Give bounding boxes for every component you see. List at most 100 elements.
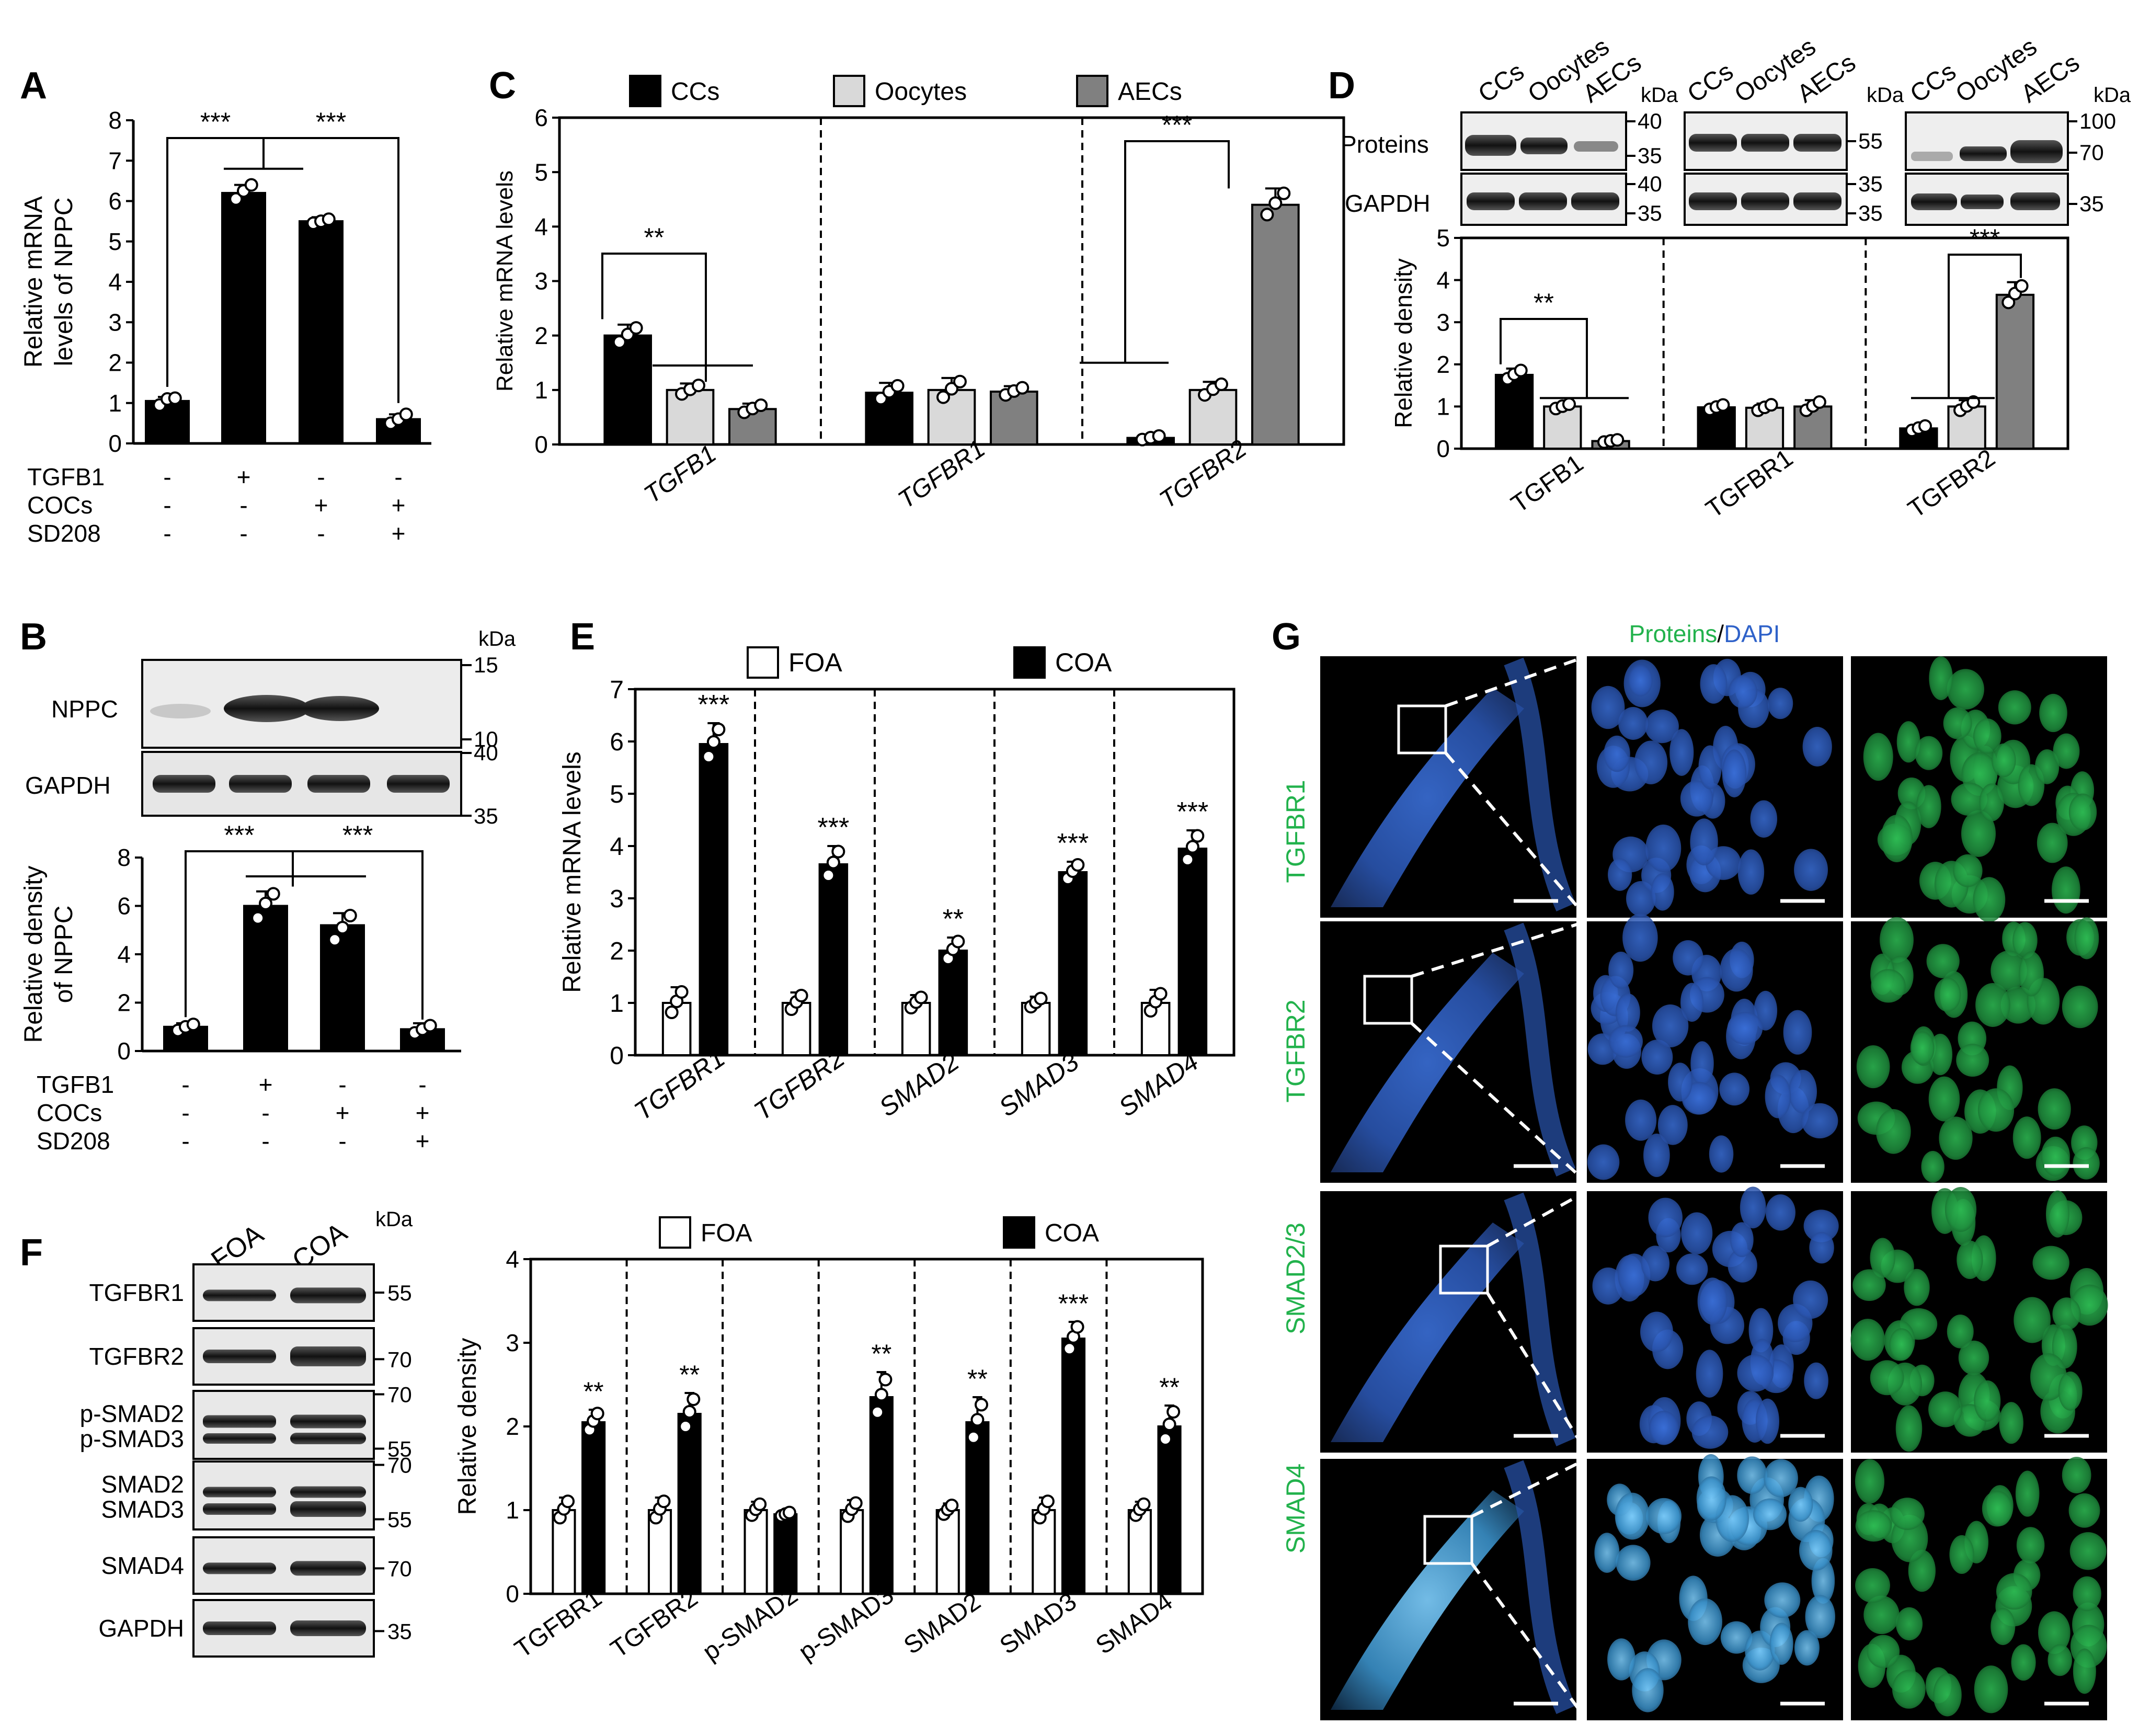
band [203, 1350, 276, 1363]
data-point [794, 989, 808, 1002]
cell [2073, 1648, 2096, 1694]
data-point [423, 1019, 437, 1033]
group-label: TGFBR2 [1903, 444, 2000, 523]
data-point [1514, 363, 1528, 378]
marker: 40 [474, 740, 498, 765]
condition-sign: - [239, 492, 247, 519]
significance-label: *** [698, 690, 730, 720]
cell [1769, 1623, 1793, 1665]
group-label: TGFBR2 [606, 1584, 703, 1663]
bar [603, 334, 653, 446]
cell [2058, 1371, 2083, 1411]
cell [2000, 986, 2035, 1024]
cell [1904, 1269, 1930, 1306]
cell [1933, 1673, 1962, 1717]
bar [145, 399, 190, 445]
condition-sign: - [338, 1071, 346, 1098]
data-point [399, 407, 413, 421]
legend-swatch [747, 646, 779, 679]
cell [1648, 1197, 1683, 1238]
cell [1870, 1238, 1895, 1278]
y-tick-label: 8 [117, 844, 131, 871]
cell [1646, 1498, 1682, 1534]
data-point [1966, 395, 1981, 409]
y-tick-label: 3 [506, 1329, 519, 1356]
group-label: TGFBR1 [510, 1584, 607, 1663]
row-label: SMAD2/3 [1281, 1223, 1310, 1334]
cell [2034, 749, 2060, 784]
y-axis-label: Relative mRNA levels of NPPC [20, 196, 78, 368]
cell [1696, 1476, 1726, 1521]
band [2010, 192, 2060, 210]
marker: 40 [1638, 172, 1662, 196]
title-proteins: Proteins [1629, 620, 1718, 647]
condition-sign: + [416, 1127, 430, 1155]
y-axis-label: Relative density [454, 1338, 482, 1515]
data-point [702, 750, 716, 763]
band [1519, 192, 1567, 210]
data-point [1040, 1494, 1055, 1509]
data-point [826, 855, 840, 870]
group-label: SMAD2 [899, 1587, 986, 1660]
data-point [1191, 829, 1205, 843]
y-tick-label: 2 [108, 349, 122, 376]
condition-sign: + [336, 1099, 350, 1126]
condition-name: TGFB1 [27, 463, 105, 490]
inset-box [1397, 704, 1447, 755]
cell [1608, 952, 1634, 989]
y-tick-label: 5 [610, 781, 624, 808]
cell [1928, 1033, 1953, 1076]
data-point [1610, 433, 1625, 447]
band [301, 696, 379, 721]
y-tick-label: 1 [610, 990, 624, 1018]
band [229, 775, 292, 793]
y-tick-label: 3 [610, 885, 624, 913]
data-point [890, 379, 905, 393]
panel-letter-f: F [20, 1232, 43, 1274]
cell [1592, 1267, 1624, 1305]
inset-line [1445, 655, 1587, 707]
legend-label: FOA [701, 1219, 752, 1247]
y-tick-label: 5 [108, 228, 122, 255]
cell [1850, 1318, 1885, 1361]
data-point [1260, 208, 1274, 222]
data-point [1562, 397, 1576, 411]
band [290, 1501, 366, 1517]
data-point [1158, 1432, 1172, 1446]
band [1793, 134, 1841, 152]
blot-row-label: p-SMAD3 [80, 1425, 184, 1453]
blot-unit: kDa [375, 1208, 413, 1231]
condition-sign: - [261, 1127, 269, 1155]
y-tick-label: 2 [610, 938, 624, 965]
band [290, 1486, 366, 1498]
inset-box [1363, 975, 1413, 1025]
bar [865, 392, 914, 446]
data-point [878, 1373, 893, 1387]
cell [1855, 1510, 1892, 1542]
cell [1881, 815, 1913, 862]
legend-swatch [1076, 75, 1108, 107]
data-point [336, 921, 349, 935]
tissue [1331, 1490, 1524, 1710]
data-point [945, 1499, 959, 1513]
cell [2073, 1147, 2100, 1180]
group-label: SMAD4 [1113, 1047, 1204, 1123]
cell [1871, 969, 1906, 1003]
cell [1926, 944, 1960, 978]
data-point [612, 335, 626, 349]
legend-label: COA [1045, 1219, 1099, 1247]
cell [2074, 917, 2099, 960]
data-point [2001, 295, 2016, 310]
panel-g-title: Proteins/DAPI [1629, 620, 1780, 647]
panel-g: Proteins/DAPI TGFBR1 TGFBR2 SMAD2/3 SMAD… [1281, 620, 2108, 1721]
significance-label: *** [1177, 797, 1209, 827]
inset-box [1439, 1244, 1489, 1295]
data-point [1137, 1497, 1151, 1511]
condition-sign: - [239, 520, 247, 547]
cell [1728, 1248, 1757, 1283]
chart-d: 0 1 2 3 4 5 TGFB1 TGFBR1 TGFBR2 Relative density *… [1390, 224, 2069, 523]
inset-box [1423, 1515, 1473, 1565]
blot-row-label: SMAD2 [101, 1471, 184, 1498]
cell [1643, 1133, 1670, 1177]
significance-label: ** [644, 223, 665, 252]
